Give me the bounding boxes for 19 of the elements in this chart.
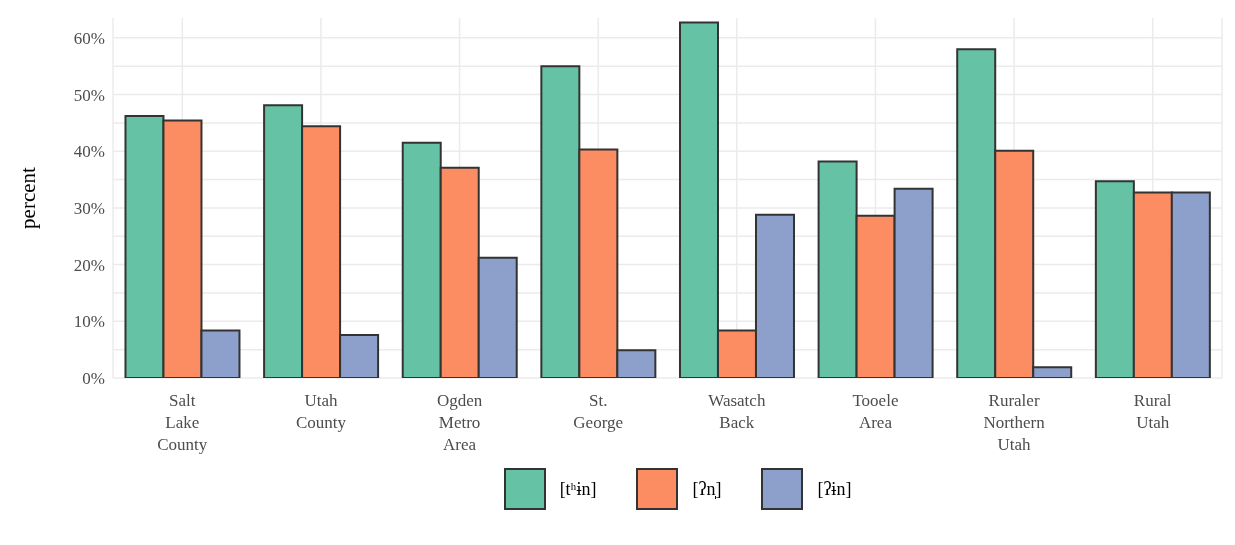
y-tick-label: 20% [73, 255, 105, 275]
legend-label: [ʔɨn] [817, 478, 852, 500]
x-tick-label: Wasatch Back [708, 391, 766, 432]
x-tick-label: Salt Lake County [157, 391, 208, 454]
y-tick-label: 30% [73, 198, 105, 218]
legend-label: [tʰɨn] [559, 478, 597, 500]
x-tick-label: Rural Utah [1133, 391, 1172, 432]
y-tick-label: 0% [82, 369, 105, 389]
y-tick-label: 50% [73, 85, 105, 105]
x-tick-label: Ruraler Northern Utah [983, 391, 1046, 454]
y-tick-label: 40% [73, 142, 105, 162]
y-axis-title: percent [16, 166, 41, 229]
y-tick-label: 60% [73, 28, 105, 48]
x-tick-label: Tooele Area [852, 391, 899, 432]
y-tick-label: 10% [73, 312, 105, 332]
x-tick-label: St. George [573, 391, 624, 432]
x-tick-label: Ogden Metro Area [436, 391, 483, 454]
legend-label: [ʔn̩] [692, 478, 722, 500]
x-tick-label: Utah County [295, 391, 347, 432]
